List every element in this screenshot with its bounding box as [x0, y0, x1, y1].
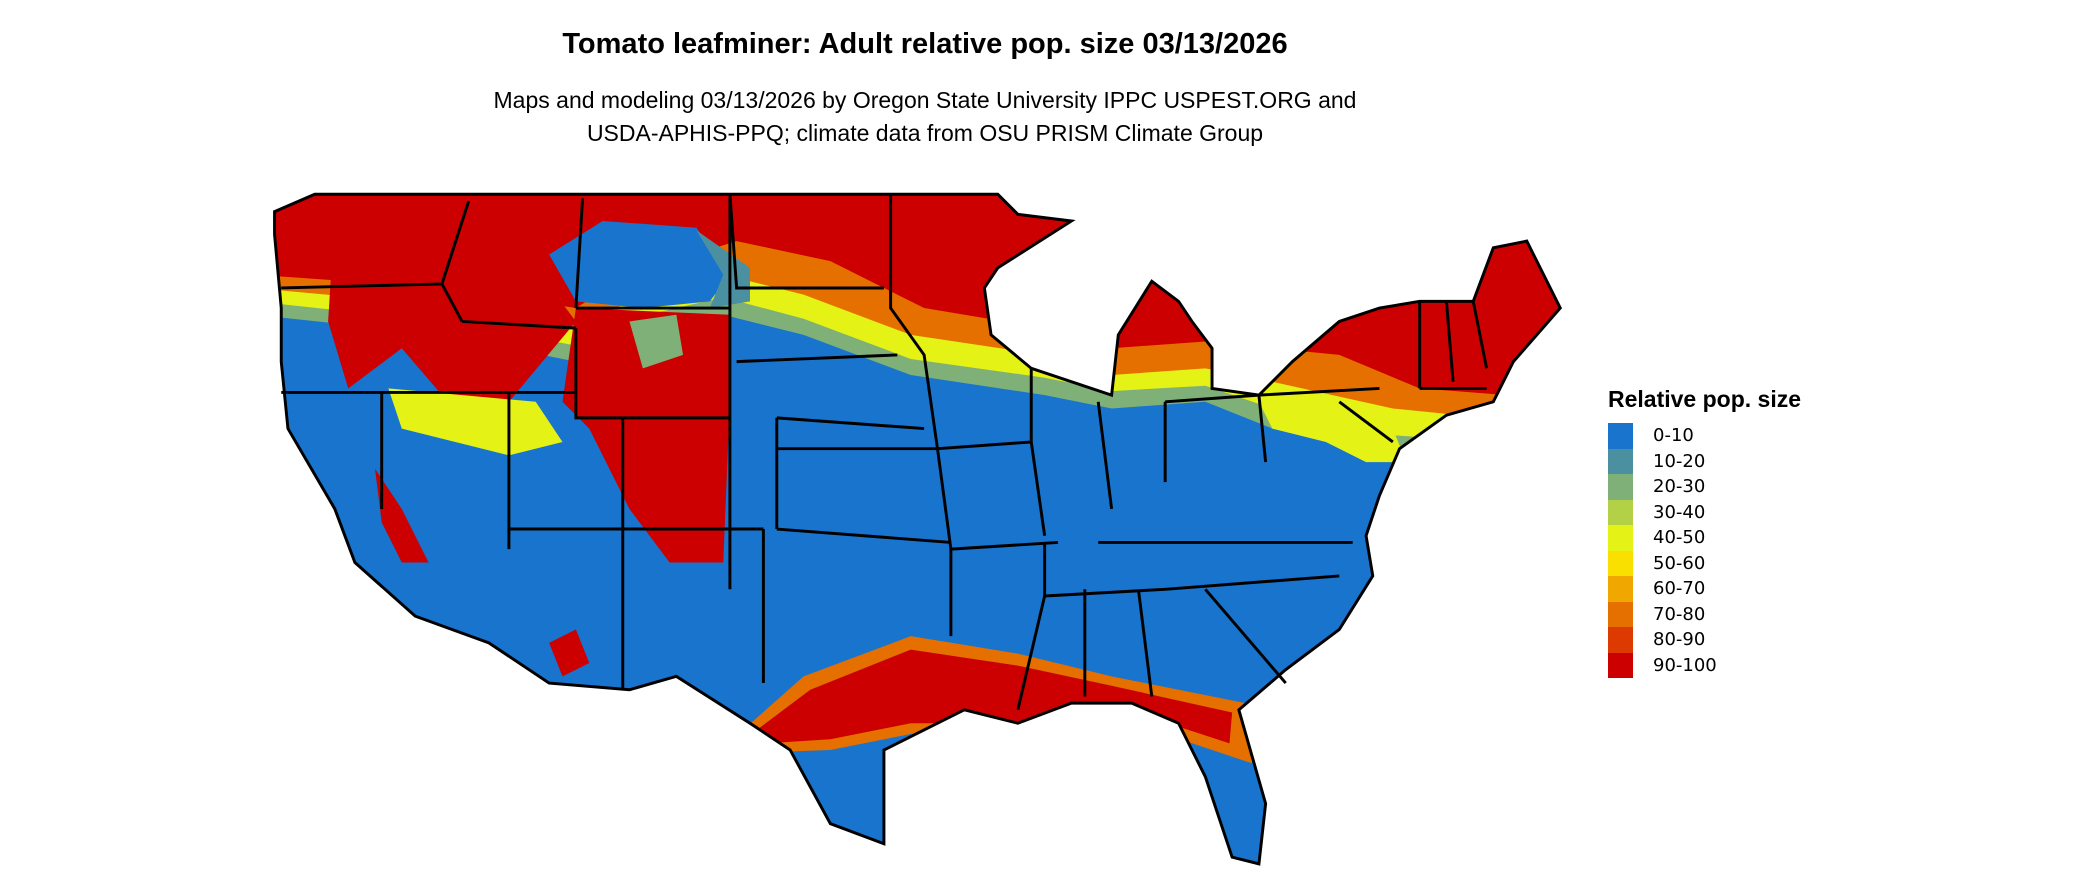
band-40-50-northeast — [1258, 401, 1407, 463]
legend-item: 30-40 — [1608, 499, 1801, 525]
legend-swatch — [1608, 474, 1633, 500]
legend-swatch — [1608, 652, 1633, 678]
legend-swatch — [1608, 499, 1633, 525]
band-40-50-great-basin — [388, 388, 563, 456]
legend-label: 40-50 — [1653, 527, 1706, 549]
legend-swatch — [1608, 627, 1633, 653]
legend-label: 50-60 — [1653, 552, 1706, 574]
band-90-100-rockies — [562, 308, 730, 563]
legend-items: 0-10 10-20 20-30 30-40 40-50 50-60 60-70 70-80 8… — [1608, 423, 1801, 678]
legend-label: 60-70 — [1653, 578, 1706, 600]
map-subtitle: Maps and modeling 03/13/2026 by Oregon S… — [0, 84, 1850, 150]
legend-item: 40-50 — [1608, 525, 1801, 551]
legend: Relative pop. size 0-10 10-20 20-30 30-40 40… — [1608, 386, 1801, 678]
band-90-100-arizona-patch — [549, 629, 590, 677]
map-title: Tomato leafminer: Adult relative pop. si… — [562, 28, 1288, 60]
legend-swatch — [1608, 525, 1633, 551]
legend-item: 0-10 — [1608, 423, 1801, 449]
legend-swatch — [1608, 576, 1633, 602]
legend-item: 10-20 — [1608, 448, 1801, 474]
subtitle-line-2: USDA-APHIS-PPQ; climate data from OSU PR… — [586, 120, 1264, 146]
subtitle-line-1: Maps and modeling 03/13/2026 by Oregon S… — [493, 87, 1357, 113]
legend-title: Relative pop. size — [1608, 386, 1802, 412]
legend-swatch — [1608, 550, 1633, 576]
band-0-10-montana — [549, 221, 730, 309]
legend-swatch — [1608, 601, 1633, 627]
legend-label: 70-80 — [1653, 603, 1706, 625]
legend-item: 80-90 — [1608, 627, 1801, 653]
legend-label: 90-100 — [1653, 654, 1717, 676]
legend-swatch — [1608, 448, 1633, 474]
legend-label: 30-40 — [1653, 501, 1706, 523]
legend-item: 90-100 — [1608, 652, 1801, 678]
legend-item: 70-80 — [1608, 601, 1801, 627]
legend-swatch — [1608, 423, 1633, 449]
legend-item: 60-70 — [1608, 576, 1801, 602]
legend-label: 0-10 — [1653, 425, 1694, 447]
legend-label: 10-20 — [1653, 450, 1706, 472]
state-borders — [273, 192, 1563, 866]
legend-item: 50-60 — [1608, 550, 1801, 576]
band-20-30-wyoming — [629, 314, 684, 369]
legend-label: 80-90 — [1653, 629, 1706, 651]
legend-item: 20-30 — [1608, 474, 1801, 500]
band-90-100-southwest-patches — [375, 468, 429, 563]
legend-label: 20-30 — [1653, 476, 1706, 498]
